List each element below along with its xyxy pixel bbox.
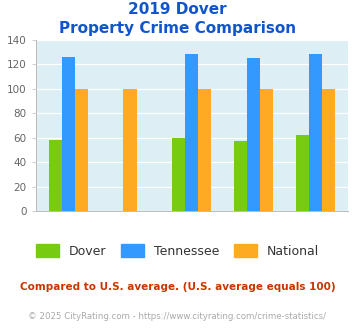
Bar [49, 140, 62, 211]
Bar [260, 89, 273, 211]
Bar [123, 89, 137, 211]
Text: © 2025 CityRating.com - https://www.cityrating.com/crime-statistics/: © 2025 CityRating.com - https://www.city… [28, 312, 327, 321]
Bar [75, 89, 88, 211]
Bar [62, 57, 75, 211]
Bar [172, 138, 185, 211]
Bar [247, 58, 260, 211]
Legend: Dover, Tennessee, National: Dover, Tennessee, National [31, 239, 324, 263]
Bar [234, 141, 247, 211]
Bar [322, 89, 335, 211]
Text: Compared to U.S. average. (U.S. average equals 100): Compared to U.S. average. (U.S. average … [20, 282, 335, 292]
Text: Property Crime Comparison: Property Crime Comparison [59, 21, 296, 36]
Bar [296, 135, 308, 211]
Bar [198, 89, 211, 211]
Bar [185, 54, 198, 211]
Bar [308, 54, 322, 211]
Text: 2019 Dover: 2019 Dover [128, 2, 227, 16]
